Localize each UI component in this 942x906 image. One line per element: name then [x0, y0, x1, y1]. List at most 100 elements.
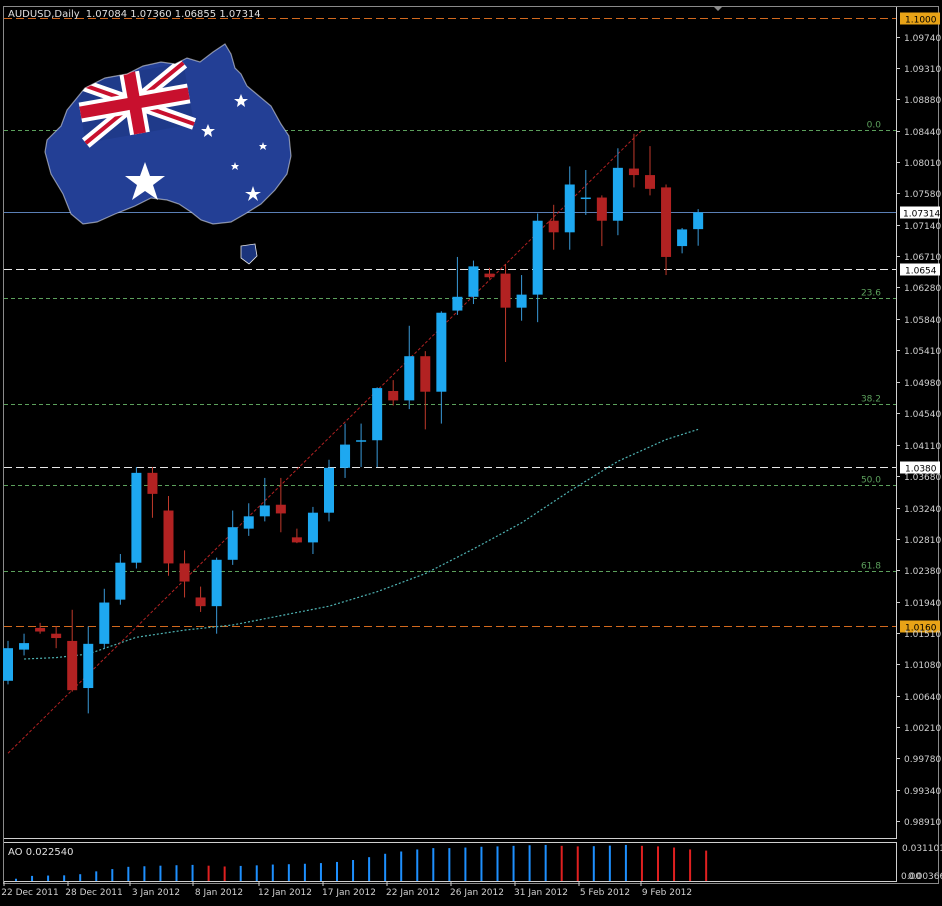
price-tick-label: 1.06280 — [904, 284, 941, 294]
time-axis[interactable]: 22 Dec 2011 28 Dec 2011 3 Jan 2012 8 Jan 20… — [1, 882, 692, 898]
candle — [35, 622, 46, 634]
price-axis[interactable]: 1.09740 1.09310 1.08880 1.08440 1.08010 1.075… — [896, 34, 941, 828]
price-tick-label: 1.01510 — [904, 630, 941, 640]
fib-level-label: 50.0 — [861, 476, 881, 486]
candle-body — [628, 168, 639, 176]
candle-body — [307, 512, 318, 543]
candle — [243, 503, 254, 536]
price-tick-label: 1.04110 — [904, 442, 941, 452]
time-tick-label: 31 Jan 2012 — [514, 888, 568, 898]
candle — [661, 184, 672, 276]
commonwealth-star-icon — [125, 162, 165, 200]
price-tick-label: 1.08440 — [904, 128, 941, 138]
awesome-oscillator — [15, 844, 708, 881]
candle-body — [356, 440, 367, 442]
indicator-label: AO 0.022540 — [8, 847, 73, 858]
current-price-tag — [900, 206, 940, 219]
candle — [307, 506, 318, 554]
candle — [163, 496, 174, 576]
price-tick-label: 1.09310 — [904, 65, 941, 75]
horizontal-line-label: 1.0380 — [905, 465, 937, 475]
candle — [195, 586, 206, 612]
price-tick-label: 1.01940 — [904, 599, 941, 609]
candle-body — [548, 220, 559, 233]
candle-body — [51, 633, 62, 639]
candle — [484, 267, 495, 279]
candle — [564, 166, 575, 250]
time-tick-label: 3 Jan 2012 — [132, 888, 180, 898]
candle-body — [388, 390, 399, 401]
time-tick-label: 28 Dec 2011 — [65, 888, 123, 898]
horizontal-lines[interactable]: 1.1000 1.0654 1.0380 1.0160 1.07314 — [4, 12, 940, 634]
candle — [291, 528, 302, 544]
candle-body — [677, 229, 688, 247]
candle — [131, 467, 142, 569]
candle-body — [516, 294, 527, 308]
candle-body — [500, 273, 511, 308]
candle-body — [211, 559, 222, 607]
candle-body — [99, 602, 110, 644]
candle-body — [580, 197, 591, 200]
time-tick-label: 22 Dec 2011 — [1, 888, 59, 898]
price-tick-label: 0.99340 — [904, 787, 941, 797]
candle-body — [420, 356, 431, 392]
candle-body — [35, 627, 46, 632]
candle — [115, 553, 126, 605]
candle — [420, 351, 431, 430]
candle-body — [19, 643, 30, 650]
candle — [67, 609, 78, 692]
price-tick-label: 1.01080 — [904, 661, 941, 671]
candle — [83, 626, 94, 714]
current-price-label: 1.07314 — [903, 210, 940, 220]
candle-body — [179, 563, 190, 582]
price-tick-label: 0.98910 — [904, 818, 941, 828]
candle — [179, 550, 190, 598]
candle-body — [532, 220, 543, 295]
time-tick-label: 9 Feb 2012 — [642, 888, 692, 898]
candle-body — [259, 505, 270, 517]
price-tick-label: 0.99780 — [904, 755, 941, 765]
horizontal-line-label: 1.0654 — [905, 267, 937, 277]
fib-level-label: 38.2 — [861, 395, 881, 405]
price-tick-label: 1.04980 — [904, 379, 941, 389]
price-tick-label: 1.07140 — [904, 222, 941, 232]
candle-body — [484, 273, 495, 278]
indicator-scale-bottom: 0.00366 — [908, 872, 942, 882]
fib-level-label: 61.8 — [861, 562, 881, 572]
candle — [259, 477, 270, 522]
candle — [516, 275, 527, 321]
candle-body — [645, 175, 655, 189]
candle — [436, 311, 447, 424]
candle-body — [3, 648, 13, 681]
horizontal-line-tag — [900, 620, 940, 633]
candle — [612, 148, 623, 236]
candle-body — [404, 356, 415, 401]
candle — [693, 209, 704, 246]
price-tick-label: 1.05410 — [904, 347, 941, 357]
price-tick-label: 1.08880 — [904, 96, 941, 106]
candle-body — [372, 388, 383, 441]
time-tick-label: 22 Jan 2012 — [386, 888, 440, 898]
candle-body — [83, 643, 94, 689]
candle — [468, 260, 479, 305]
price-tick-label: 1.08010 — [904, 159, 941, 169]
horizontal-line-tag — [900, 263, 940, 276]
moving-average — [24, 428, 699, 660]
candle-body — [693, 212, 704, 230]
candle — [388, 380, 399, 406]
price-tick-label: 1.00210 — [904, 724, 941, 734]
candle-body — [452, 296, 463, 311]
candles — [3, 133, 704, 714]
candle — [324, 459, 334, 522]
candle-body — [195, 597, 206, 607]
candle — [452, 256, 463, 315]
time-tick-label: 5 Feb 2012 — [580, 888, 630, 898]
candle-body — [275, 504, 286, 514]
time-tick-label: 26 Jan 2012 — [450, 888, 504, 898]
indicator-scale-zero: 0.00 — [901, 872, 921, 882]
shift-marker-icon[interactable] — [713, 6, 723, 11]
candle — [628, 133, 639, 188]
candle — [532, 213, 543, 323]
